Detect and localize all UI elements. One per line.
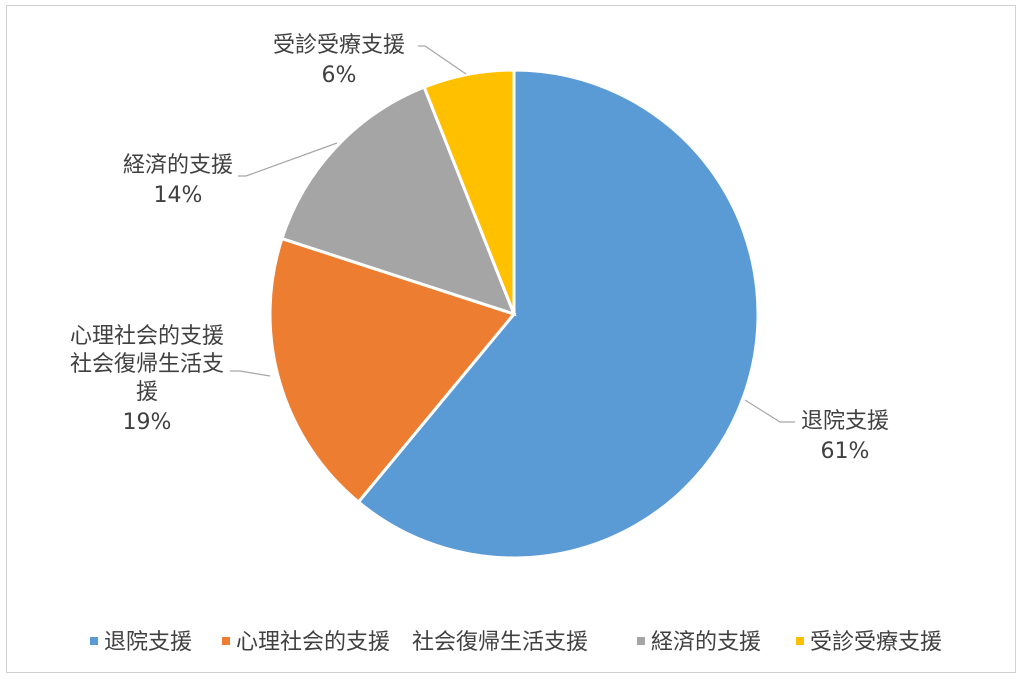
slice-label: 援 xyxy=(136,380,158,405)
slice-percent: 61% xyxy=(821,439,870,464)
legend-swatch xyxy=(90,637,98,645)
pie-slice xyxy=(268,236,517,505)
legend-label: 受診受療支援 xyxy=(810,630,942,655)
pie-slice xyxy=(280,85,517,317)
legend-label: 経済的支援 xyxy=(651,630,761,655)
slice-label: 退院支援 xyxy=(801,409,889,434)
leader-line xyxy=(230,370,271,377)
legend-swatch xyxy=(222,637,230,645)
legend-swatch xyxy=(637,637,645,645)
pie-slice xyxy=(356,68,760,560)
slice-label: 経済的支援 xyxy=(123,153,233,178)
leader-line xyxy=(744,399,795,423)
slice-label: 受診受療支援 xyxy=(273,33,405,58)
legend-label: 退院支援 xyxy=(104,630,192,655)
leader-line xyxy=(238,142,338,177)
slice-percent: 6% xyxy=(322,63,357,88)
slice-percent: 14% xyxy=(154,183,203,208)
legend-label: 心理社会的支援 社会復帰生活支援 xyxy=(236,630,588,655)
slice-percent: 19% xyxy=(123,410,172,435)
pie-slice xyxy=(422,68,516,315)
leader-line xyxy=(418,45,467,75)
slice-label: 心理社会的支援 xyxy=(70,324,224,349)
slice-label: 社会復帰生活支 xyxy=(70,352,224,377)
legend-swatch xyxy=(796,637,804,645)
